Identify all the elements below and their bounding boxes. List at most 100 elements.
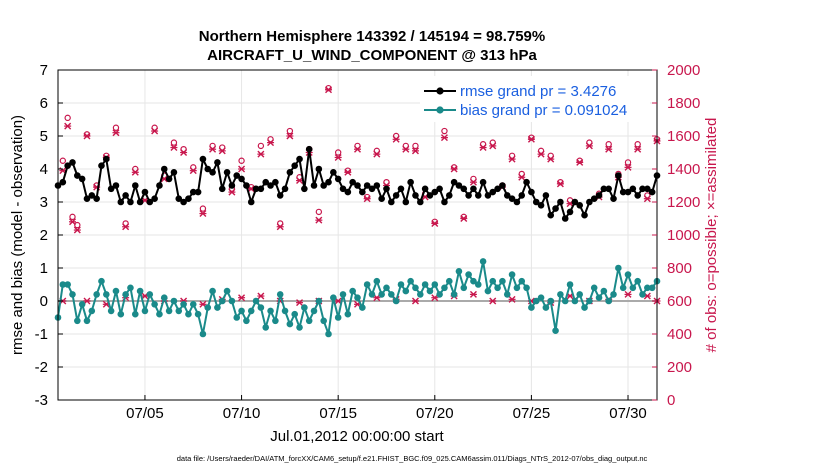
bias-point xyxy=(363,281,371,288)
bias-point xyxy=(450,291,458,298)
rmse-point xyxy=(305,145,313,153)
bias-point xyxy=(431,281,439,288)
rmse-point xyxy=(474,192,482,199)
bias-point xyxy=(349,287,356,295)
rmse-point xyxy=(330,169,337,176)
rmse-point xyxy=(552,205,559,212)
obs-assimilated-point xyxy=(508,295,516,303)
obs-assimilated-point xyxy=(450,165,458,173)
obs-assimilated-point xyxy=(73,226,81,234)
obs-assimilated-point xyxy=(334,153,342,161)
obs-possible-point xyxy=(64,114,71,122)
rmse-point xyxy=(286,169,294,176)
obs-assimilated-point xyxy=(325,86,333,94)
bias-point xyxy=(305,317,313,325)
rmse-point xyxy=(93,195,100,202)
legend-rmse-marker xyxy=(436,87,444,95)
bias-point xyxy=(368,291,376,298)
rmse-point xyxy=(595,192,603,199)
rmse-point xyxy=(407,178,414,186)
bias-point xyxy=(523,284,530,292)
rmse-point xyxy=(233,172,241,179)
rmse-point xyxy=(127,198,134,206)
bias-point xyxy=(64,281,71,288)
obs-possible-point xyxy=(286,127,294,135)
rmse-point xyxy=(74,172,81,179)
rmse-point xyxy=(508,195,516,202)
bias-point xyxy=(257,304,265,311)
rmse-point xyxy=(339,185,347,193)
rmse-point xyxy=(431,188,439,196)
obs-assimilated-point xyxy=(556,180,564,188)
rmse-point xyxy=(122,192,129,199)
x-tick-label: 07/15 xyxy=(319,405,357,422)
obs-assimilated-point xyxy=(354,145,361,153)
bias-point xyxy=(88,307,96,315)
rmse-point xyxy=(252,185,260,193)
bias-point xyxy=(629,284,637,292)
obs-assimilated-point xyxy=(83,132,91,140)
rmse-point xyxy=(566,208,574,216)
rmse-point xyxy=(103,155,110,163)
obs-assimilated-point xyxy=(64,122,72,130)
rmse-point xyxy=(465,192,472,199)
obs-assimilated-point xyxy=(411,297,419,305)
rmse-point xyxy=(624,188,632,196)
x-tick-label: 07/30 xyxy=(609,405,647,422)
obs-assimilated-point xyxy=(460,215,468,222)
bias-point xyxy=(566,281,574,288)
obs-assimilated-point xyxy=(373,150,381,158)
bias-point xyxy=(445,277,453,285)
obs-assimilated-point xyxy=(315,216,323,224)
obs-possible-point xyxy=(334,149,342,156)
obs-assimilated-point xyxy=(585,142,593,150)
bias-point xyxy=(557,291,564,298)
rmse-point xyxy=(218,185,226,193)
bias-point xyxy=(561,297,569,305)
bias-point xyxy=(474,281,482,288)
obs-assimilated-point xyxy=(643,195,651,203)
rmse-point xyxy=(479,178,487,186)
rmse-point xyxy=(450,178,458,186)
rmse-point xyxy=(547,211,555,219)
rmse-point xyxy=(112,182,120,189)
bias-point xyxy=(388,291,395,298)
obs-assimilated-point xyxy=(431,219,439,227)
rmse-point xyxy=(189,188,197,196)
rmse-point xyxy=(165,175,173,183)
obs-assimilated-point xyxy=(479,144,487,152)
rmse-point xyxy=(644,185,651,193)
rmse-point xyxy=(436,185,443,193)
bias-point xyxy=(455,268,463,275)
bias-point xyxy=(117,310,125,318)
y-right-tick-label: 1600 xyxy=(667,128,700,145)
bias-point xyxy=(383,284,390,292)
bias-point xyxy=(586,297,593,305)
obs-assimilated-point xyxy=(624,290,632,298)
y-axis-left: -3 -2 -1 0 1 2 3 4 5 6 7 xyxy=(35,62,63,409)
rmse-point xyxy=(291,162,299,169)
bias-point xyxy=(238,307,245,315)
rmse-point xyxy=(69,159,76,166)
obs-assimilated-point xyxy=(296,299,304,307)
obs-assimilated-point xyxy=(518,173,526,181)
obs-assimilated-point xyxy=(392,135,400,143)
bias-point xyxy=(615,264,622,272)
obs-assimilated-point xyxy=(469,290,477,298)
rmse-point xyxy=(513,198,521,206)
bias-point xyxy=(590,284,598,292)
obs-assimilated-point xyxy=(286,132,294,140)
obs-assimilated-point xyxy=(440,134,448,142)
bias-point xyxy=(185,310,192,318)
bias-point xyxy=(315,297,323,305)
y-left-tick-label: 4 xyxy=(40,161,48,178)
bias-point xyxy=(499,277,506,285)
obs-possible-point xyxy=(605,141,612,148)
obs-assimilated-point xyxy=(257,292,265,300)
rmse-point xyxy=(180,198,187,206)
rmse-point xyxy=(262,178,270,186)
obs-assimilated-point xyxy=(151,127,159,135)
bias-point xyxy=(600,287,608,295)
bias-point xyxy=(325,330,332,338)
rmse-point xyxy=(542,192,550,199)
